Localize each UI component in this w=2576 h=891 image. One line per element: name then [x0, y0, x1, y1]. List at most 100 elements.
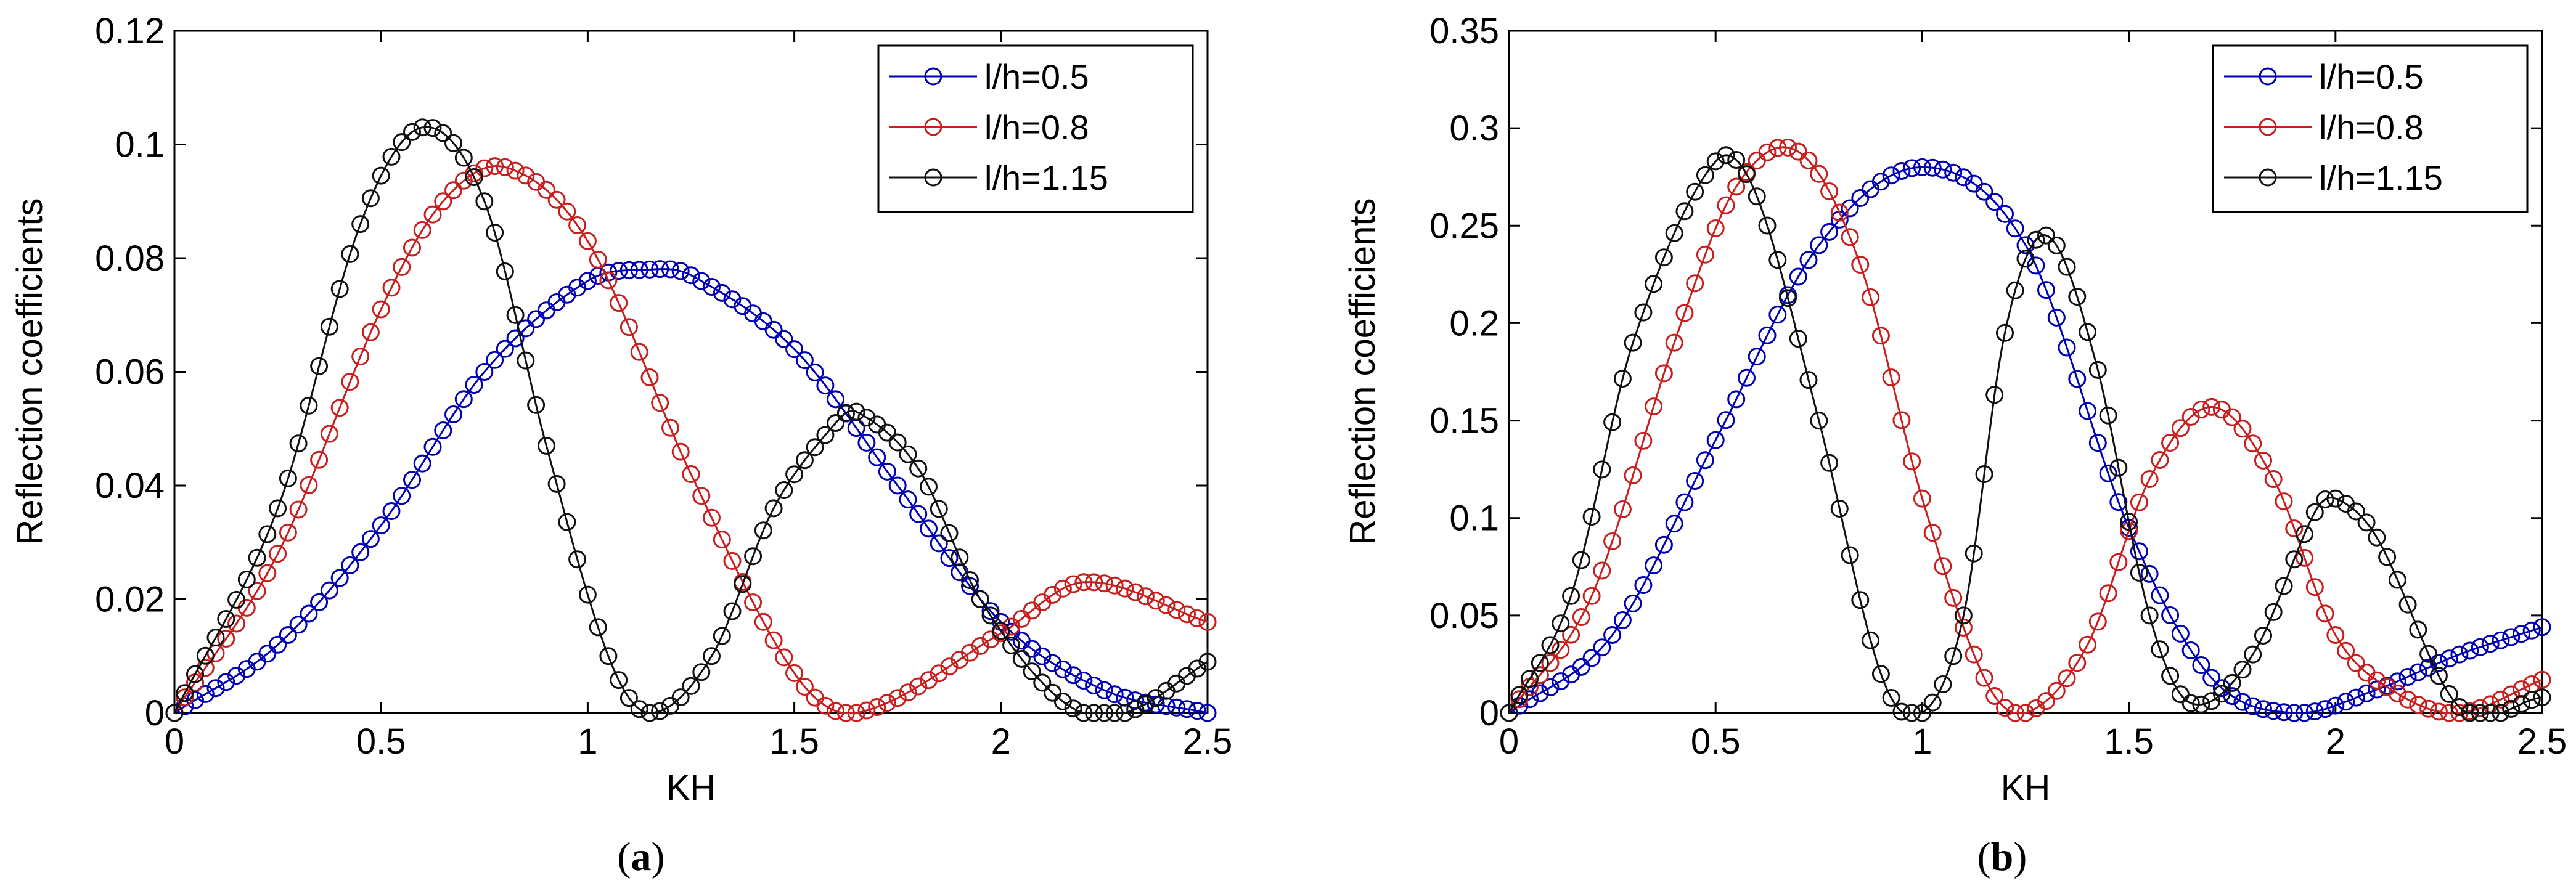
data-point [1717, 196, 1735, 214]
data-point [269, 499, 287, 518]
data-point [899, 683, 917, 702]
data-point [341, 373, 359, 391]
data-point [651, 702, 669, 720]
data-point [1799, 251, 1818, 269]
data-point [2058, 669, 2076, 688]
data-point [930, 500, 948, 518]
data-point [1892, 162, 1911, 180]
data-point [1882, 368, 1900, 387]
data-point [2492, 631, 2510, 649]
data-point [1064, 699, 1082, 718]
panel-caption-b: (b) [1977, 834, 2027, 879]
data-point [165, 704, 184, 722]
y-axis-label: Reflection coefficients [10, 198, 50, 545]
data-point [661, 418, 679, 437]
data-point [785, 664, 804, 682]
y-tick-label: 0 [145, 693, 165, 733]
data-point [227, 590, 246, 609]
data-point [558, 513, 576, 531]
data-point [1198, 612, 1217, 631]
data-point [713, 531, 731, 549]
data-point [2285, 704, 2304, 722]
data-point [754, 521, 772, 540]
data-point [2161, 667, 2180, 685]
data-point [1985, 193, 2004, 211]
data-point [2233, 420, 2252, 438]
data-point [1820, 222, 1839, 241]
data-point [940, 549, 959, 568]
data-point [382, 502, 401, 520]
data-point [2264, 470, 2283, 488]
y-tick-label: 0.04 [95, 466, 165, 506]
data-point [330, 280, 349, 298]
data-point [599, 647, 618, 665]
data-point [475, 363, 494, 381]
legend-swatch-marker [924, 67, 942, 86]
legend-label: l/h=1.15 [984, 158, 1108, 197]
data-point [351, 215, 370, 234]
data-point [692, 663, 711, 681]
data-point [2419, 699, 2438, 718]
data-point [300, 476, 318, 494]
data-point [2016, 704, 2035, 722]
data-point [1634, 303, 1653, 322]
data-point [248, 582, 266, 600]
x-tick-label: 1 [1912, 722, 1932, 762]
data-point [1851, 256, 1870, 274]
data-point [1882, 689, 1900, 707]
data-point [1044, 683, 1062, 702]
y-tick-label: 0.3 [1449, 108, 1499, 148]
data-point [527, 310, 546, 328]
data-point [1624, 466, 1642, 484]
data-point [558, 202, 576, 221]
data-point [361, 323, 380, 341]
data-point [2398, 668, 2417, 686]
data-point [589, 250, 607, 269]
legend-label: l/h=0.5 [984, 57, 1089, 96]
data-point [2088, 360, 2107, 379]
data-point [258, 525, 277, 543]
data-point [2471, 704, 2489, 722]
data-point [2522, 621, 2541, 640]
y-tick-label: 0.35 [1429, 11, 1499, 51]
data-point [269, 545, 287, 563]
data-point [1913, 158, 1931, 176]
data-point [734, 575, 752, 593]
data-point [909, 505, 928, 523]
data-point [2192, 695, 2210, 714]
data-point [1136, 695, 1155, 714]
data-point [2181, 641, 2200, 659]
data-point [795, 678, 814, 696]
data-point [330, 569, 349, 587]
data-point [496, 340, 514, 358]
data-point [619, 261, 638, 279]
x-tick-label: 0 [165, 722, 184, 762]
data-point [1562, 587, 1580, 605]
data-point [2357, 513, 2376, 532]
data-point [2192, 401, 2210, 419]
data-point [1768, 139, 1787, 157]
data-point [1105, 685, 1124, 704]
data-point [320, 425, 338, 443]
data-point [2171, 685, 2190, 704]
data-point [1923, 693, 1942, 712]
data-point [981, 606, 1000, 625]
data-point [2492, 690, 2510, 709]
data-point [1696, 451, 1714, 470]
data-point [651, 394, 669, 412]
data-point [2006, 219, 2024, 238]
x-tick-label: 0 [1499, 722, 1519, 762]
data-point [1965, 544, 1983, 563]
data-point [578, 585, 597, 604]
data-point [1758, 216, 1777, 235]
data-point [610, 294, 628, 312]
data-point [806, 363, 824, 381]
series-l-h-0.5 [165, 260, 1217, 722]
data-point [920, 519, 938, 538]
data-point [764, 320, 783, 339]
data-point [2244, 697, 2262, 715]
data-point [827, 702, 845, 720]
data-point [878, 462, 896, 481]
data-point [320, 581, 338, 600]
data-point [2068, 654, 2087, 672]
